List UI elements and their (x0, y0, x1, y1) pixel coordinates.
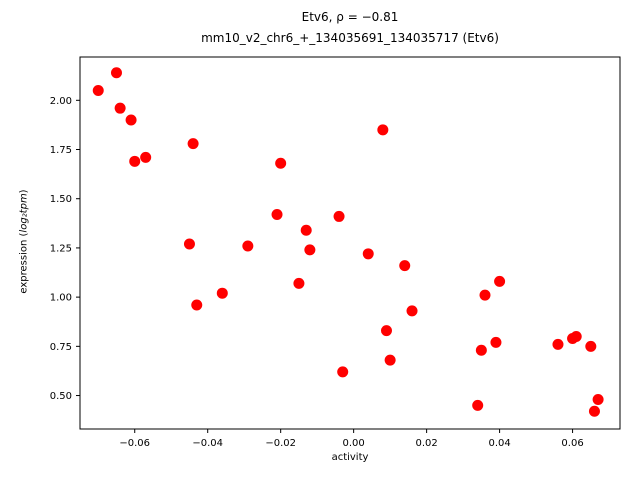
data-point (592, 393, 604, 405)
data-point (191, 299, 203, 311)
x-tick-label: −0.02 (265, 438, 296, 449)
data-point (406, 305, 418, 317)
y-tick-label: 1.75 (50, 145, 72, 156)
plot-subtitle: mm10_v2_chr6_+_134035691_134035717 (Etv6… (201, 31, 499, 45)
data-point (300, 224, 312, 236)
y-axis-label-suffix: ) (18, 189, 30, 194)
x-tick-label: 0.06 (561, 438, 583, 449)
y-tick-label: 1.25 (50, 243, 72, 254)
data-point (114, 102, 126, 114)
y-axis-label: expression (log₂tpm) (19, 132, 30, 352)
data-point (333, 210, 345, 222)
data-point (216, 287, 228, 299)
y-axis-label-prefix: expression ( (18, 232, 30, 294)
data-point (588, 405, 600, 417)
data-point (490, 336, 502, 348)
data-point (125, 114, 137, 126)
data-point (570, 330, 582, 342)
data-point (275, 157, 287, 169)
data-point (129, 155, 141, 167)
x-tick-label: 0.02 (415, 438, 437, 449)
x-tick-label: 0.04 (488, 438, 510, 449)
data-point (585, 340, 597, 352)
y-axis-label-math: log₂tpm (18, 193, 30, 233)
data-point (140, 151, 152, 163)
y-tick-label: 1.50 (50, 194, 72, 205)
data-point (494, 275, 506, 287)
x-axis-label: activity (331, 452, 369, 463)
axes-spines (79, 56, 621, 430)
data-point (472, 399, 484, 411)
y-tick-label: 0.75 (50, 342, 72, 353)
y-tick-label: 2.00 (50, 96, 72, 107)
data-point (337, 366, 349, 378)
plot-title: Etv6, ρ = −0.81 (301, 10, 399, 24)
x-tick-label: −0.06 (119, 438, 150, 449)
data-point (377, 124, 389, 136)
data-point (362, 248, 374, 260)
data-point (479, 289, 491, 301)
data-point (183, 238, 195, 250)
x-tick-label: 0.00 (343, 438, 365, 449)
data-point (552, 338, 564, 350)
data-point (110, 67, 122, 79)
data-point (380, 325, 392, 337)
y-tick-label: 0.50 (50, 391, 72, 402)
data-point (187, 138, 199, 150)
data-point (271, 208, 283, 220)
data-point (293, 277, 305, 289)
data-point (399, 260, 411, 272)
y-tick-label: 1.00 (50, 293, 72, 304)
data-point (304, 244, 316, 256)
data-point (92, 84, 104, 96)
data-point (384, 354, 396, 366)
x-tick-label: −0.04 (192, 438, 223, 449)
data-point (475, 344, 487, 356)
data-point (242, 240, 254, 252)
